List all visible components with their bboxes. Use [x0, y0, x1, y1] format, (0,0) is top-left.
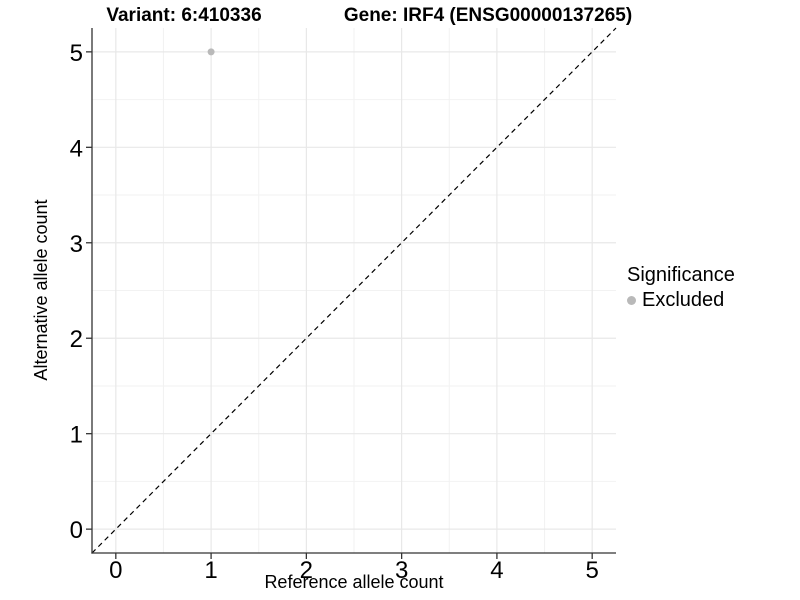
legend-item-label: Excluded	[642, 289, 725, 311]
x-tick-label: 1	[204, 557, 217, 584]
x-tick-label: 0	[109, 557, 122, 584]
legend-point-icon	[627, 296, 636, 305]
y-tick-label: 0	[70, 517, 83, 544]
y-tick-label: 4	[70, 135, 83, 162]
legend-title: Significance	[627, 264, 735, 286]
x-axis-title: Reference allele count	[264, 572, 444, 592]
plot-title-variant: Variant: 6:410336	[106, 5, 262, 26]
x-tick-label: 3	[395, 557, 408, 584]
y-tick-label: 3	[70, 231, 83, 258]
x-tick-label: 5	[586, 557, 599, 584]
identity-dashed-line	[91, 27, 617, 554]
data-point	[207, 48, 215, 56]
y-axis-title: Alternative allele count	[31, 199, 51, 381]
plot-title-gene: Gene: IRF4 (ENSG00000137265)	[343, 5, 633, 26]
y-tick-label: 1	[70, 422, 83, 449]
y-tick-label: 2	[70, 326, 83, 353]
legend-item-excluded: Excluded	[627, 289, 735, 312]
y-tick-label: 5	[70, 40, 83, 67]
x-tick-label: 4	[490, 557, 503, 584]
x-tick-label: 2	[300, 557, 313, 584]
legend: Significance Excluded	[627, 264, 735, 312]
